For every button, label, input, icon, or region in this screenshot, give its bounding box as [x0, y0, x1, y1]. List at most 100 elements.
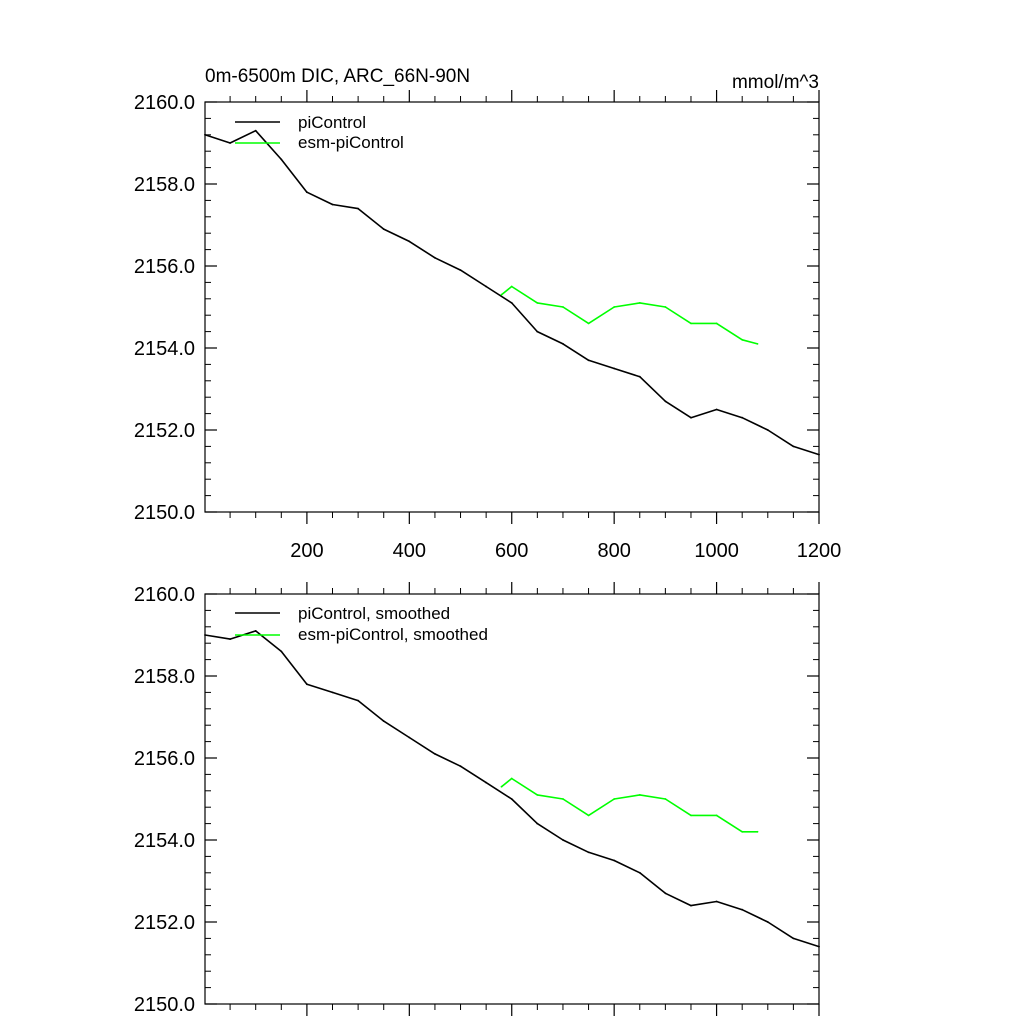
data-point-picontrol-smoothed: [382, 720, 385, 722]
series-line-picontrol-smoothed: [204, 630, 820, 948]
data-point-picontrol-smoothed: [306, 683, 308, 686]
data-point-picontrol: [638, 375, 641, 378]
upper-legend: piControl esm-piControl: [235, 113, 404, 152]
data-point-picontrol-smoothed: [690, 904, 692, 907]
lower-series-group: [204, 630, 820, 948]
upper-plot-frame: [204, 101, 820, 513]
lower-panel: 2150.0 2152.0 2154.0 2156.0 2158.0 2160.0 piC…: [134, 582, 820, 1016]
data-point-picontrol: [536, 330, 539, 333]
data-point-picontrol: [434, 256, 436, 259]
data-point-picontrol-smoothed: [638, 871, 641, 874]
data-point-esm-picontrol-smoothed: [536, 794, 539, 796]
data-point-picontrol-smoothed: [204, 634, 206, 636]
data-point-picontrol: [485, 285, 487, 288]
data-point-picontrol: [613, 367, 616, 370]
data-point-picontrol-smoothed: [254, 630, 257, 632]
data-point-esm-picontrol: [690, 322, 692, 325]
data-point-esm-picontrol: [613, 306, 616, 308]
y-tick-label: 2150.0: [134, 994, 195, 1016]
data-point-picontrol-smoothed: [536, 822, 539, 825]
legend-label-esm-picontrol: esm-piControl: [298, 133, 404, 152]
data-point-esm-picontrol-smoothed: [664, 798, 667, 800]
data-point-picontrol-smoothed: [485, 781, 487, 784]
legend-label-esm-picontrol-smoothed: esm-piControl, smoothed: [298, 625, 488, 644]
data-point-esm-picontrol: [587, 322, 590, 325]
lower-axis-ticks: 2150.0 2152.0 2154.0 2156.0 2158.0 2160.0: [134, 582, 820, 1016]
data-point-picontrol-smoothed: [434, 753, 436, 755]
upper-axis-ticks: 2150.0 2152.0 2154.0 2156.0 2158.0 2160.0 200 4…: [134, 90, 841, 562]
series-line-esm-picontrol: [500, 285, 758, 345]
data-point-picontrol: [562, 343, 564, 345]
data-point-picontrol: [792, 445, 795, 448]
data-point-esm-picontrol: [500, 293, 503, 296]
data-point-esm-picontrol-smoothed: [500, 785, 503, 788]
y-tick-label: 2160.0: [134, 92, 195, 114]
series-line-esm-picontrol-smoothed: [500, 777, 758, 833]
data-point-esm-picontrol-smoothed: [613, 798, 616, 800]
data-point-picontrol: [306, 191, 308, 194]
x-tick-label: 1200: [797, 540, 842, 562]
data-point-esm-picontrol: [536, 302, 539, 304]
data-point-picontrol-smoothed: [741, 908, 744, 911]
y-tick-label: 2158.0: [134, 174, 195, 196]
data-point-picontrol: [818, 453, 820, 456]
data-point-esm-picontrol: [756, 343, 759, 345]
y-tick-label: 2160.0: [134, 584, 195, 606]
y-tick-label: 2154.0: [134, 338, 195, 360]
x-tick-label: 200: [290, 540, 323, 562]
y-tick-label: 2154.0: [134, 830, 195, 852]
data-point-picontrol: [408, 240, 411, 243]
data-point-esm-picontrol-smoothed: [562, 798, 564, 800]
y-tick-label: 2152.0: [134, 912, 195, 934]
data-point-picontrol: [204, 133, 206, 136]
data-point-picontrol: [229, 142, 232, 144]
data-point-picontrol-smoothed: [510, 798, 513, 800]
upper-series-group: [204, 129, 820, 456]
data-point-esm-picontrol-smoothed: [587, 814, 590, 817]
lower-legend: piControl, smoothed esm-piControl, smoot…: [235, 604, 488, 644]
data-point-picontrol-smoothed: [766, 921, 769, 923]
data-point-esm-picontrol-smoothed: [510, 777, 513, 780]
data-point-esm-picontrol: [741, 338, 744, 341]
data-point-picontrol-smoothed: [587, 851, 590, 854]
data-point-esm-picontrol-smoothed: [715, 814, 718, 817]
data-point-picontrol: [587, 359, 590, 362]
data-point-picontrol: [357, 207, 359, 210]
data-point-picontrol-smoothed: [613, 859, 616, 862]
data-point-picontrol: [741, 416, 744, 419]
data-point-picontrol-smoothed: [331, 691, 334, 694]
data-point-picontrol-smoothed: [357, 699, 359, 702]
y-tick-label: 2156.0: [134, 256, 195, 278]
data-point-picontrol: [664, 400, 667, 403]
x-tick-label: 400: [393, 540, 426, 562]
data-point-esm-picontrol: [715, 322, 718, 325]
data-point-picontrol-smoothed: [562, 839, 564, 841]
series-line-picontrol: [204, 129, 820, 456]
y-tick-label: 2156.0: [134, 748, 195, 770]
y-tick-label: 2158.0: [134, 666, 195, 688]
x-tick-label: 600: [495, 540, 528, 562]
data-point-picontrol: [382, 228, 385, 231]
data-point-picontrol-smoothed: [715, 900, 718, 903]
data-point-esm-picontrol: [562, 306, 564, 308]
data-point-picontrol-smoothed: [280, 650, 283, 653]
data-point-picontrol-smoothed: [792, 937, 795, 940]
data-point-picontrol-smoothed: [408, 736, 411, 739]
data-point-picontrol-smoothed: [818, 945, 820, 948]
data-point-picontrol: [459, 269, 462, 271]
data-point-picontrol: [766, 429, 769, 431]
data-point-esm-picontrol: [664, 306, 667, 308]
data-point-esm-picontrol-smoothed: [690, 814, 692, 817]
data-point-picontrol-smoothed: [459, 765, 462, 768]
data-point-picontrol: [510, 302, 513, 304]
data-point-picontrol: [280, 158, 283, 161]
data-point-esm-picontrol-smoothed: [638, 794, 641, 796]
legend-label-picontrol-smoothed: piControl, smoothed: [298, 604, 450, 623]
y-tick-label: 2150.0: [134, 502, 195, 524]
upper-panel-title: 0m-6500m DIC, ARC_66N-90N: [205, 66, 470, 87]
data-point-esm-picontrol-smoothed: [741, 830, 744, 833]
x-tick-label: 1000: [694, 540, 739, 562]
y-tick-label: 2152.0: [134, 420, 195, 442]
data-point-picontrol-smoothed: [229, 638, 232, 640]
